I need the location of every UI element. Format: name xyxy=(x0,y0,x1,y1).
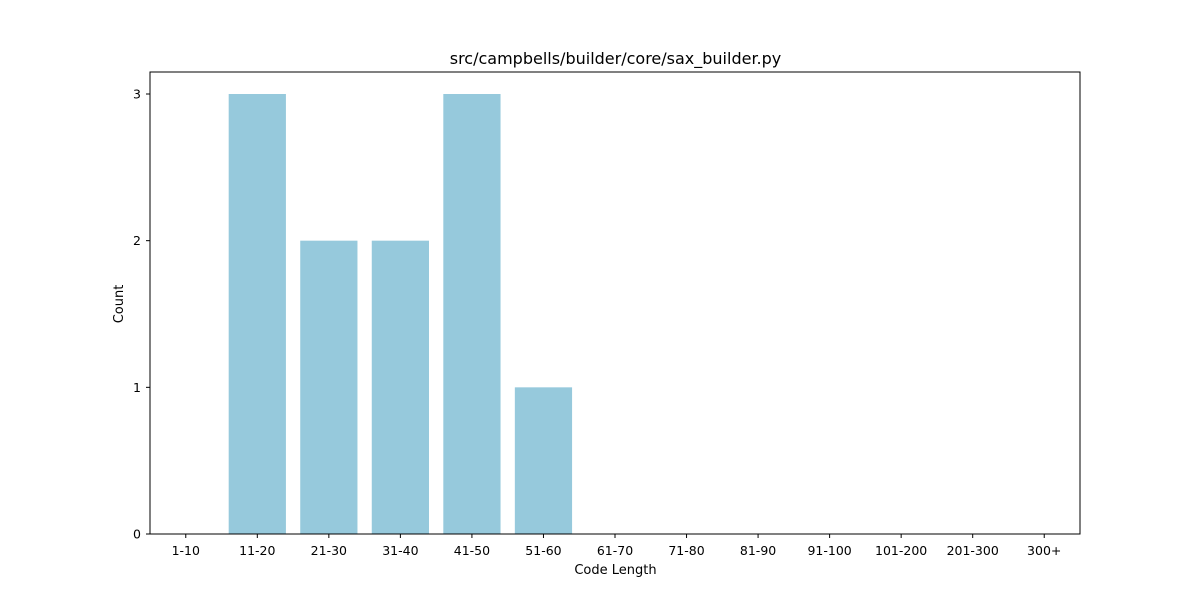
axes-layer xyxy=(149,71,1081,535)
plot-frame xyxy=(149,71,1081,535)
x-axis-label: Code Length xyxy=(574,563,656,578)
bars-layer xyxy=(228,94,573,534)
y-axis-label: Count xyxy=(112,285,127,324)
bar-31-40 xyxy=(371,240,429,534)
y-tick-label: 3 xyxy=(133,87,141,102)
y-tick-label: 1 xyxy=(133,380,141,395)
y-tick-label: 2 xyxy=(133,233,141,248)
x-tick-label: 11-20 xyxy=(239,543,275,558)
x-tick-label: 300+ xyxy=(1027,543,1061,558)
x-tick-label: 31-40 xyxy=(382,543,418,558)
chart-title: src/campbells/builder/core/sax_builder.p… xyxy=(450,49,782,69)
y-tick-label: 0 xyxy=(133,527,141,542)
bar-41-50 xyxy=(443,94,501,534)
x-tick-label: 71-80 xyxy=(668,543,704,558)
ticks-layer: 1-10 11-20 21-30 31-40 41-50 51-60 61-70 71-80 8… xyxy=(133,87,1061,559)
bar-11-20 xyxy=(228,94,286,534)
x-tick-label: 91-100 xyxy=(807,543,851,558)
x-tick-label: 41-50 xyxy=(454,543,490,558)
x-tick-label: 21-30 xyxy=(311,543,347,558)
x-tick-label: 51-60 xyxy=(525,543,561,558)
x-tick-label: 81-90 xyxy=(740,543,776,558)
x-tick-label: 101-200 xyxy=(875,543,927,558)
bar-51-60 xyxy=(514,387,573,534)
x-tick-label: 1-10 xyxy=(172,543,200,558)
bar-21-30 xyxy=(300,240,358,534)
x-tick-label: 201-300 xyxy=(947,543,999,558)
x-tick-label: 61-70 xyxy=(597,543,633,558)
